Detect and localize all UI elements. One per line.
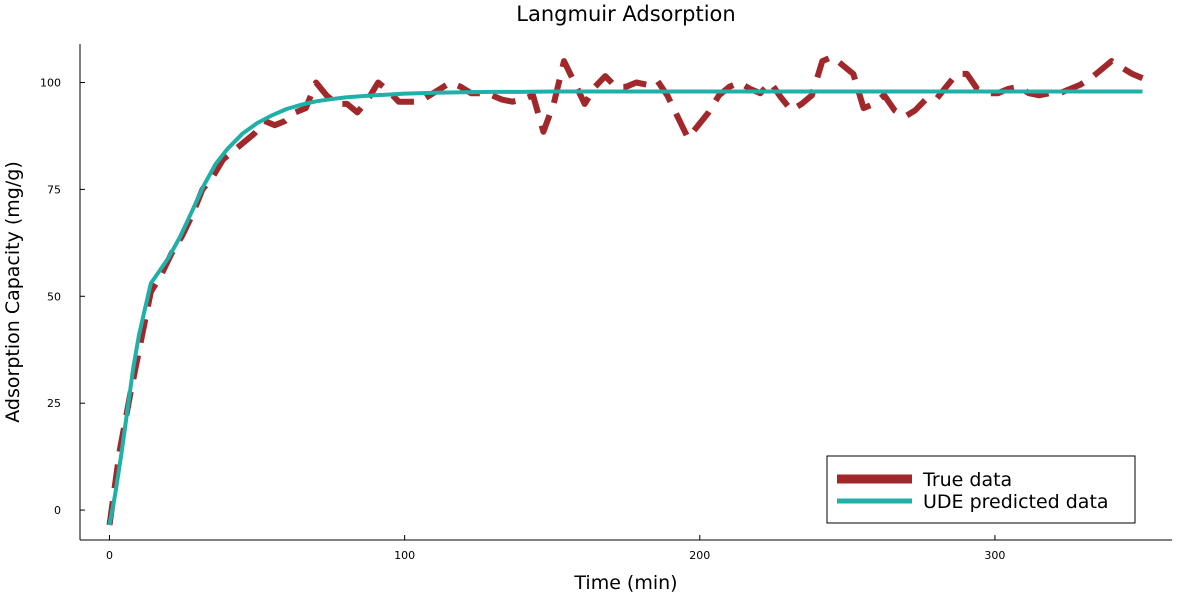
y-tick-label: 75 [47,183,61,196]
legend-box [826,455,1136,524]
legend-label: UDE predicted data [923,491,1109,513]
x-tick-label: 100 [394,549,415,562]
chart-title: Langmuir Adsorption [516,2,735,26]
x-ticks: 0 100 200 300 [106,535,1005,562]
y-tick-label: 50 [47,290,61,303]
y-tick-label: 100 [40,76,61,89]
y-tick-label: 25 [47,397,61,410]
true-data-series-line [106,53,1144,526]
y-ticks: 0 25 50 75 100 [40,76,85,517]
axes [79,44,1172,541]
x-tick-label: 0 [106,549,113,562]
ude-predicted-series-line [107,89,1143,526]
y-tick-label: 0 [54,504,61,517]
series-layer [106,53,1144,526]
x-tick-label: 200 [689,549,710,562]
x-axis-label: Time (min) [573,572,677,594]
y-axis-label: Adsorption Capacity (mg/g) [2,161,24,422]
legend-label: True data [922,469,1012,491]
x-tick-label: 300 [984,549,1005,562]
